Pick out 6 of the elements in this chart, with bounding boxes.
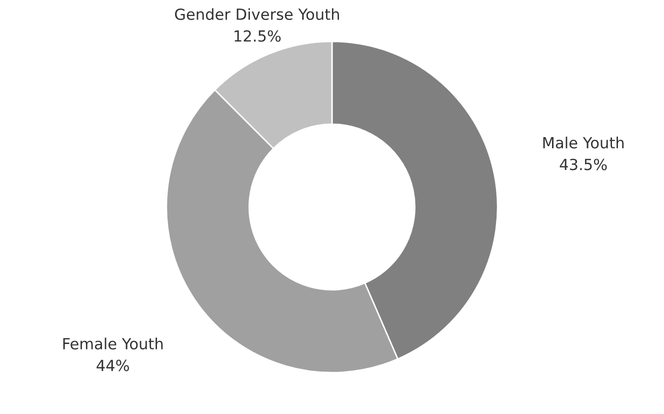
slice-label: Gender Diverse Youth	[175, 8, 339, 20]
data-label: 12.5%	[234, 30, 281, 42]
slice-label: Male Youth	[543, 136, 624, 149]
slice-label: Female Youth	[63, 338, 163, 350]
data-label: 44%	[96, 360, 129, 372]
data-label: 43.5%	[560, 158, 607, 170]
